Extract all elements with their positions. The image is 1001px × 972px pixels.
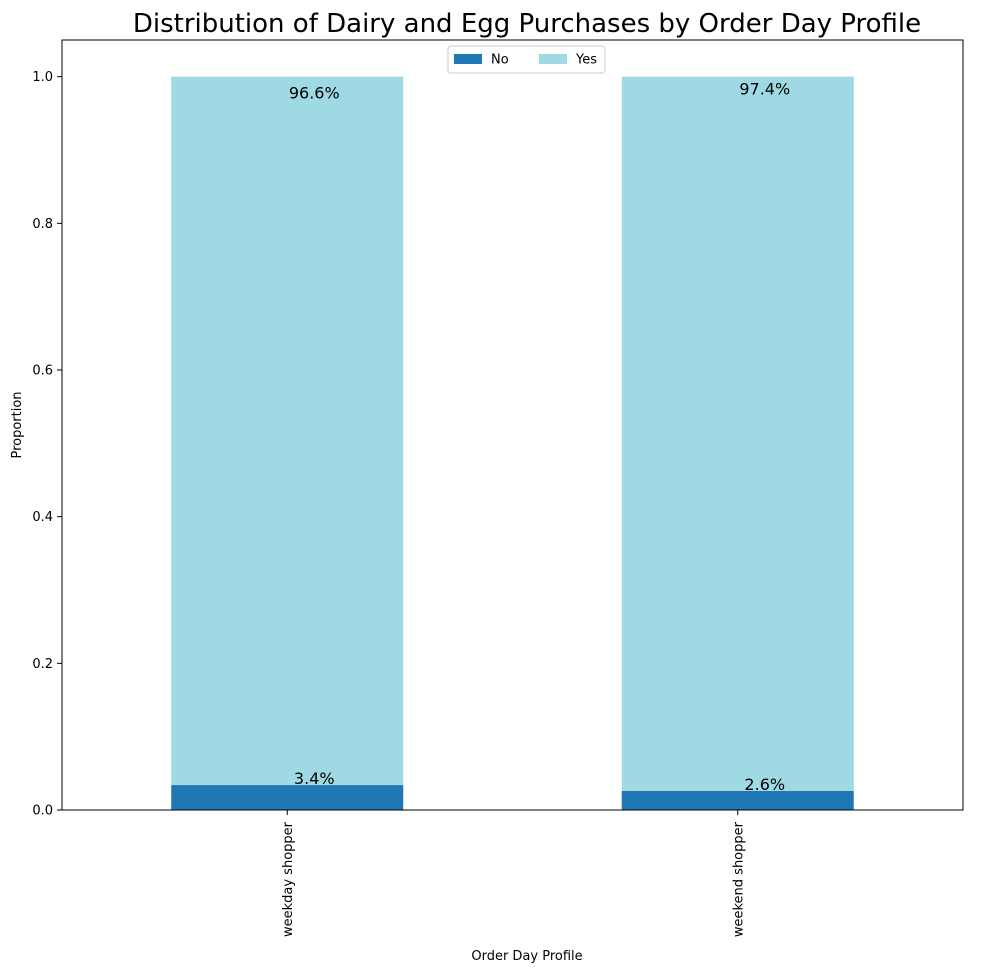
y-tick-label: 0.4: [32, 510, 53, 525]
bar-yes-2: [621, 76, 854, 791]
x-axis-label: Order Day Profile: [471, 949, 582, 964]
y-tick-label: 0.6: [32, 364, 53, 379]
bar-label-no-2: 2.6%: [744, 775, 785, 794]
legend-label-yes: Yes: [575, 53, 597, 68]
x-tick-label: weekday shopper: [281, 821, 296, 937]
legend-frame: [447, 45, 606, 74]
legend-swatch-yes: [539, 54, 567, 64]
legend-swatch-no: [454, 54, 482, 64]
y-tick-label: 0.2: [32, 657, 53, 672]
bar-no-2: [621, 790, 854, 810]
y-tick-label: 0.8: [32, 217, 53, 232]
y-tick-label: 0.0: [32, 804, 53, 819]
bar-label-yes-1: 96.6%: [289, 84, 340, 103]
y-tick-label: 1.0: [32, 70, 53, 85]
plot-frame: [61, 39, 964, 811]
chart-title: Distribution of Dairy and Egg Purchases …: [133, 9, 921, 39]
bar-yes-1: [171, 76, 404, 786]
y-axis-label: Proportion: [10, 391, 25, 458]
bar-label-yes-2: 97.4%: [739, 80, 790, 99]
bar-label-no-1: 3.4%: [294, 769, 335, 788]
bar-no-1: [171, 785, 404, 810]
plot-area: 3.4% 96.6% 2.6% 97.4% 0.0 0.2 0.4 0.6 0.8 1.0 we…: [32, 39, 964, 937]
x-tick-label: weekend shopper: [731, 821, 746, 937]
legend-label-no: No: [491, 53, 509, 68]
legend: No Yes: [447, 45, 606, 74]
